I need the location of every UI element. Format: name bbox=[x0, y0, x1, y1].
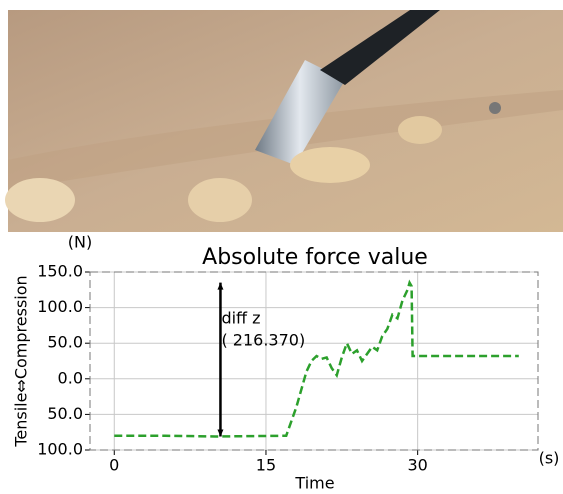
y-tick-label: 150.0 bbox=[37, 262, 83, 281]
y-unit: (N) bbox=[68, 233, 92, 252]
y-axis-label: Tensile⇔Compression bbox=[12, 275, 31, 447]
annotation: diff z bbox=[221, 309, 260, 328]
y-tick-label: 0.0 bbox=[58, 368, 83, 387]
plot-frame bbox=[90, 272, 538, 450]
annotation: ( 216.370) bbox=[221, 331, 305, 350]
page: {"chart_data": {"type": "line", "title":… bbox=[0, 0, 563, 494]
x-unit: (s) bbox=[539, 449, 560, 468]
chart-title: Absolute force value bbox=[202, 245, 428, 270]
y-tick-label: 50.0 bbox=[47, 333, 83, 352]
chart: Absolute force value (N) (s) Time Tensil… bbox=[12, 233, 560, 493]
y-tick-label: 50.0 bbox=[47, 404, 83, 423]
y-tick-label: 100.0 bbox=[37, 297, 83, 316]
x-axis-label: Time bbox=[294, 474, 334, 493]
y-tick-label: 100.0 bbox=[37, 440, 83, 459]
screen: Absolute force value (N) (s) Time Tensil… bbox=[0, 0, 563, 494]
x-tick-label: 30 bbox=[407, 456, 427, 475]
x-tick-label: 0 bbox=[109, 456, 119, 475]
photo bbox=[5, 10, 563, 232]
arrow-head bbox=[217, 283, 223, 290]
data-line bbox=[114, 283, 519, 437]
x-tick-label: 15 bbox=[256, 456, 276, 475]
